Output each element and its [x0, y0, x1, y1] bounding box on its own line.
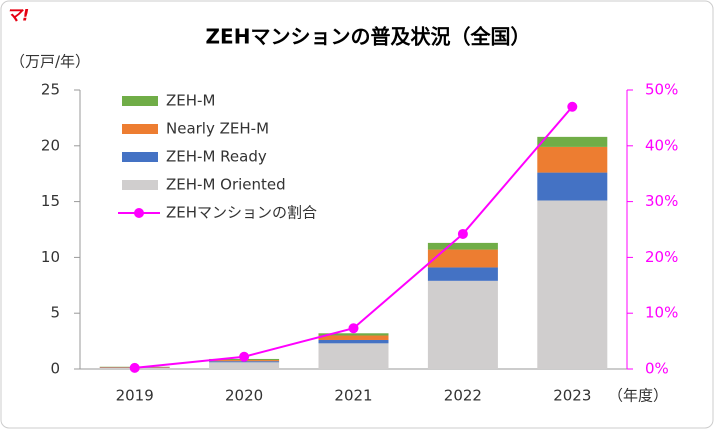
legend-swatch — [122, 96, 158, 106]
x-tick-label: 2019 — [116, 387, 154, 405]
logo: マ! — [6, 6, 29, 25]
bar-segment — [319, 343, 389, 369]
line-marker — [239, 352, 249, 362]
y2-tick-label: 0% — [645, 360, 669, 378]
y2-tick-label: 40% — [645, 136, 678, 154]
x-tick-label: 2021 — [334, 387, 372, 405]
legend-swatch — [122, 152, 158, 162]
bar-segment — [428, 250, 498, 268]
y-axis-label: （万戸/年） — [10, 53, 90, 71]
line-marker — [567, 102, 577, 112]
bar-segment — [209, 362, 279, 369]
bar-segment — [428, 243, 498, 250]
y-tick-label: 0 — [50, 360, 60, 378]
legend-label: Nearly ZEH-M — [166, 120, 269, 138]
y2-tick-label: 10% — [645, 304, 678, 322]
legend-label: ZEH-M — [166, 92, 215, 110]
y-tick-label: 15 — [41, 192, 60, 210]
x-axis-label: （年度） — [608, 387, 668, 405]
x-tick-label: 2022 — [444, 387, 482, 405]
bar-segment — [319, 336, 389, 340]
y-tick-label: 10 — [41, 248, 60, 266]
bar-segment — [428, 281, 498, 369]
y-tick-label: 20 — [41, 136, 60, 154]
y2-tick-label: 50% — [645, 81, 678, 99]
legend-label: ZEHマンションの割合 — [166, 204, 317, 222]
bar-segment — [537, 200, 607, 369]
line-marker — [349, 323, 359, 333]
y-tick-label: 25 — [41, 81, 60, 99]
legend-swatch — [122, 180, 158, 190]
bar-segment — [537, 147, 607, 173]
y2-tick-label: 30% — [645, 192, 678, 210]
bar-segment — [319, 340, 389, 343]
line-marker — [130, 363, 140, 373]
legend-label: ZEH-M Oriented — [166, 176, 286, 194]
legend-marker — [134, 208, 144, 218]
x-tick-label: 2023 — [553, 387, 591, 405]
legend-swatch — [122, 124, 158, 134]
bar-segment — [537, 137, 607, 147]
legend-label: ZEH-M Ready — [166, 148, 267, 166]
line-marker — [458, 229, 468, 239]
bar-segment — [537, 173, 607, 201]
chart-title: ZEHマンションの普及状況（全国） — [206, 25, 531, 49]
bar-segment — [428, 267, 498, 280]
x-tick-label: 2020 — [225, 387, 263, 405]
y2-tick-label: 20% — [645, 248, 678, 266]
y-tick-label: 5 — [50, 304, 60, 322]
